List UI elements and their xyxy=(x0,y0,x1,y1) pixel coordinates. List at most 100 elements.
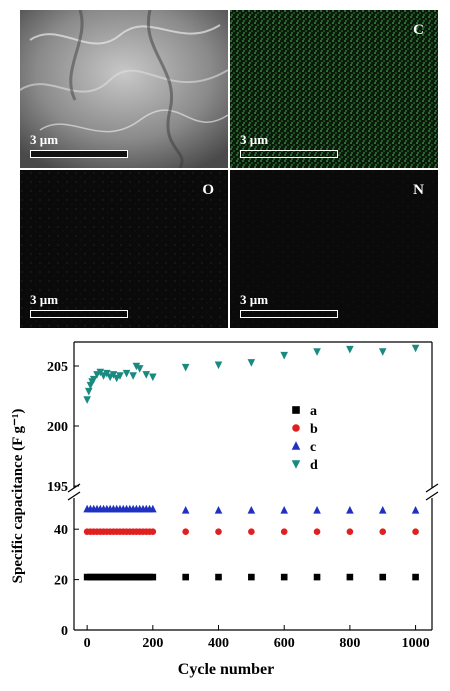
data-point xyxy=(280,351,289,360)
data-point xyxy=(215,573,222,581)
x-tick-label: 200 xyxy=(142,636,163,651)
data-point xyxy=(116,372,124,380)
y-tick-label: 195 xyxy=(47,480,68,495)
data-point xyxy=(291,441,301,450)
data-point xyxy=(280,528,288,536)
data-point xyxy=(346,345,354,354)
data-point xyxy=(248,528,255,536)
y-tick-label: 20 xyxy=(54,574,68,589)
panel-label: O xyxy=(202,182,214,198)
data-point xyxy=(292,406,300,414)
sem-image xyxy=(20,10,228,168)
data-point xyxy=(280,573,288,581)
data-point xyxy=(313,528,321,536)
y-axis-label: Specific capacitance (F g⁻¹) xyxy=(10,409,26,584)
data-point xyxy=(412,573,419,581)
data-point xyxy=(378,348,387,356)
scale-bar xyxy=(240,150,338,158)
x-tick-label: 800 xyxy=(339,636,360,651)
x-tick-label: 0 xyxy=(84,636,91,651)
data-point xyxy=(149,373,157,382)
data-point xyxy=(84,387,93,396)
legend-label: b xyxy=(310,422,318,437)
data-point xyxy=(292,424,300,432)
scale-bar xyxy=(30,150,128,158)
scale-bar-label: 3 µm xyxy=(30,292,59,307)
data-point xyxy=(149,504,157,513)
sem-image-panel: 3 µm xyxy=(20,10,228,168)
y-tick-label: 0 xyxy=(61,624,68,639)
axis-break-mark xyxy=(67,491,81,501)
data-point xyxy=(142,371,151,379)
oxygen-map-image xyxy=(20,170,228,328)
data-point xyxy=(247,506,256,514)
nitrogen-map-panel: N 3 µm xyxy=(230,170,438,328)
data-point xyxy=(346,573,354,581)
scale-bar-label: 3 µm xyxy=(240,132,269,147)
data-point xyxy=(182,528,189,536)
data-point xyxy=(248,573,255,581)
data-point xyxy=(346,528,354,536)
x-tick-label: 600 xyxy=(274,636,295,651)
data-point xyxy=(132,362,141,371)
data-point xyxy=(89,375,98,384)
data-point xyxy=(291,460,301,469)
data-point xyxy=(379,528,387,536)
panel-label: C xyxy=(413,22,424,38)
data-point xyxy=(214,361,223,370)
x-tick-label: 1000 xyxy=(402,636,430,651)
data-point xyxy=(247,359,256,367)
data-point xyxy=(122,369,131,378)
series-c xyxy=(83,504,420,514)
data-point xyxy=(215,528,222,536)
data-point xyxy=(378,506,387,514)
data-point xyxy=(313,348,321,356)
scale-bar xyxy=(30,310,128,318)
data-point xyxy=(149,573,157,581)
data-point xyxy=(214,506,223,514)
data-marks xyxy=(83,344,420,581)
series-b xyxy=(83,528,419,536)
y-tick-label: 40 xyxy=(54,523,68,538)
data-point xyxy=(280,506,289,514)
axis-ticks: 0 200 400 600 800 1000 0 20 40 195 200 205 xyxy=(47,360,430,651)
data-point xyxy=(129,372,137,380)
data-point xyxy=(411,344,420,353)
data-point xyxy=(181,506,190,514)
axis-break-mark xyxy=(67,483,81,493)
data-point xyxy=(181,363,190,372)
series-d xyxy=(83,344,420,404)
data-point xyxy=(182,573,189,581)
data-point xyxy=(83,396,91,404)
data-point xyxy=(313,506,321,514)
y-tick-label: 200 xyxy=(47,420,68,435)
scale-bar-label: 3 µm xyxy=(30,132,59,147)
panel-label: N xyxy=(413,182,424,198)
axis-break-mark xyxy=(425,483,439,493)
data-point xyxy=(149,528,157,536)
nitrogen-map-image xyxy=(230,170,438,328)
legend-label: d xyxy=(310,458,318,473)
oxygen-map-panel: O 3 µm xyxy=(20,170,228,328)
data-point xyxy=(379,573,387,581)
data-point xyxy=(412,528,419,536)
y-tick-label: 205 xyxy=(47,360,68,375)
data-point xyxy=(313,573,321,581)
data-point xyxy=(135,365,144,373)
plot-frame xyxy=(67,341,439,631)
scale-bar xyxy=(240,310,338,318)
data-point xyxy=(346,506,354,514)
x-axis-label: Cycle number xyxy=(178,661,274,678)
legend-label: a xyxy=(310,404,317,419)
scale-bar-label: 3 µm xyxy=(240,292,269,307)
carbon-map-image xyxy=(230,10,438,168)
axis-break-mark xyxy=(425,491,439,501)
legend-label: c xyxy=(310,440,316,455)
x-tick-label: 400 xyxy=(208,636,229,651)
carbon-map-panel: C 3 µm xyxy=(230,10,438,168)
series-a xyxy=(83,573,419,581)
data-point xyxy=(411,506,420,514)
